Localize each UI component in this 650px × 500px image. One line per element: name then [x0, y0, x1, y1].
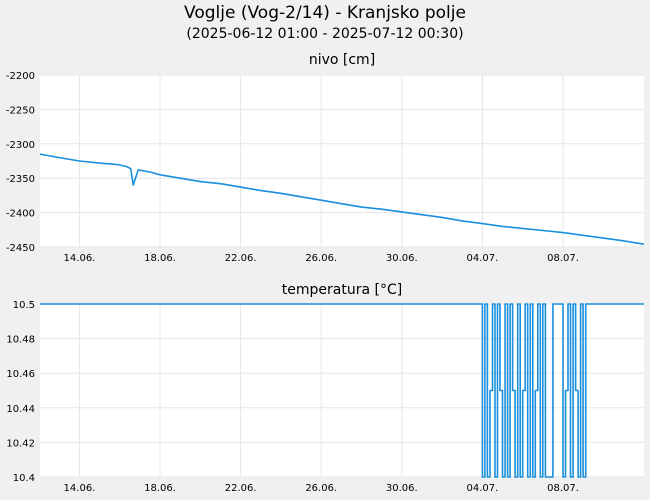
y-tick-label: -2350 — [6, 174, 35, 185]
x-tick-label: 18.06. — [144, 253, 176, 264]
y-tick-label: 10.48 — [6, 335, 35, 346]
y-tick-label: 10.4 — [13, 473, 35, 484]
y-tick-label: 10.5 — [13, 300, 35, 311]
y-tick-label: 10.44 — [6, 404, 35, 415]
panel-title-1: nivo [cm] — [309, 52, 375, 68]
x-tick-label: 30.06. — [386, 483, 418, 494]
x-tick-label: 04.07. — [466, 483, 498, 494]
y-tick-label: -2400 — [6, 209, 35, 220]
x-tick-label: 22.06. — [225, 483, 257, 494]
y-tick-label: 10.46 — [6, 369, 35, 380]
x-tick-label: 18.06. — [144, 483, 176, 494]
panel-title-2: temperatura [°C] — [282, 282, 402, 298]
x-tick-label: 30.06. — [386, 253, 418, 264]
x-tick-label: 26.06. — [305, 483, 337, 494]
y-tick-label: 10.42 — [6, 438, 35, 449]
x-tick-label: 04.07. — [466, 253, 498, 264]
x-tick-label: 14.06. — [64, 253, 96, 264]
x-tick-label: 08.07. — [547, 253, 579, 264]
x-tick-label: 26.06. — [305, 253, 337, 264]
y-tick-label: -2250 — [6, 105, 35, 116]
x-tick-label: 22.06. — [225, 253, 257, 264]
y-tick-label: -2300 — [6, 140, 35, 151]
plot-area-1 — [40, 75, 644, 247]
x-tick-label: 14.06. — [64, 483, 96, 494]
y-tick-label: -2450 — [6, 243, 35, 254]
series-line-2 — [40, 303, 644, 478]
chart-title: Voglje (Vog-2/14) - Kranjsko polje — [184, 3, 466, 23]
chart-subtitle: (2025-06-12 01:00 - 2025-07-12 00:30) — [186, 26, 464, 42]
x-tick-label: 08.07. — [547, 483, 579, 494]
y-tick-label: -2200 — [6, 71, 35, 82]
series-line-1 — [39, 153, 645, 245]
